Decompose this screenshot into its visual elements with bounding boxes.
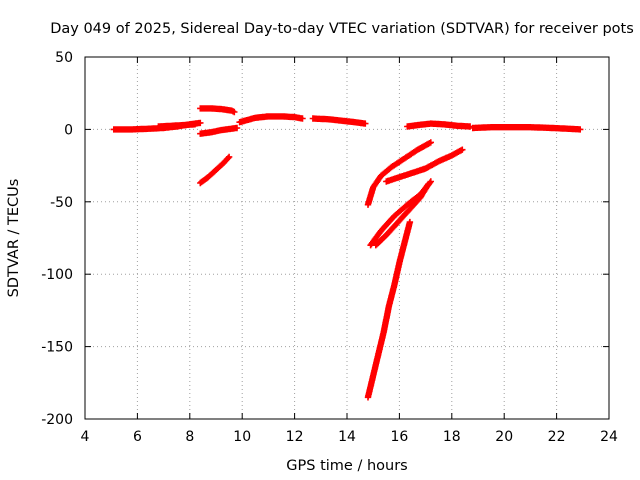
x-tick-label: 20 bbox=[495, 429, 513, 445]
x-tick-label: 12 bbox=[286, 429, 304, 445]
x-tick-label: 22 bbox=[548, 429, 566, 445]
plot-frame bbox=[84, 56, 610, 420]
y-axis-label: SDTVAR / TECUs bbox=[6, 179, 22, 298]
x-tick-label: 4 bbox=[81, 429, 90, 445]
series-arc-12 bbox=[383, 146, 466, 185]
data-point-markers bbox=[155, 121, 199, 130]
x-tick-label: 10 bbox=[233, 429, 251, 445]
series-arc-3 bbox=[197, 105, 238, 116]
x-tick-label: 16 bbox=[390, 429, 408, 445]
data-point-markers bbox=[197, 153, 233, 187]
series-arc-5 bbox=[197, 153, 233, 187]
series-arc-8 bbox=[364, 139, 434, 208]
y-tick-label: -200 bbox=[41, 412, 73, 428]
y-tick-label: -100 bbox=[41, 267, 73, 283]
y-tick-label: -150 bbox=[41, 340, 73, 356]
x-tick-labels: 4 6 8 10 12 14 16 18 20 22 24 bbox=[81, 429, 618, 445]
y-tick-label: 50 bbox=[55, 50, 73, 66]
chart-title: Day 049 of 2025, Sidereal Day-to-day VTE… bbox=[50, 21, 634, 37]
data-point-markers bbox=[372, 181, 432, 249]
series-arc-2 bbox=[155, 121, 199, 130]
data-point-markers bbox=[364, 218, 414, 401]
series-arc-6 bbox=[236, 113, 306, 126]
series-arc-4 bbox=[197, 124, 241, 137]
y-tick-label: 0 bbox=[64, 122, 73, 138]
data-point-markers bbox=[404, 120, 474, 130]
data-point-markers bbox=[197, 124, 241, 137]
y-tick-label: -50 bbox=[50, 195, 73, 211]
series-arc-7 bbox=[309, 115, 369, 127]
data-point-markers bbox=[236, 113, 306, 126]
x-tick-label: 14 bbox=[338, 429, 356, 445]
data-point-markers bbox=[383, 146, 466, 185]
x-axis-label: GPS time / hours bbox=[286, 458, 407, 474]
x-tick-label: 6 bbox=[133, 429, 142, 445]
data-point-markers bbox=[309, 115, 369, 127]
series-arc-10 bbox=[372, 181, 432, 249]
series-arc-11 bbox=[364, 218, 414, 401]
tick-marks bbox=[84, 56, 610, 420]
series-arc-14 bbox=[469, 124, 584, 133]
y-tick-labels: -200 -150 -100 -50 0 50 bbox=[41, 50, 73, 428]
x-tick-label: 24 bbox=[600, 429, 618, 445]
data-marks bbox=[110, 105, 584, 401]
data-point-markers bbox=[197, 105, 238, 116]
x-tick-label: 18 bbox=[443, 429, 461, 445]
x-tick-label: 8 bbox=[185, 429, 194, 445]
data-point-markers bbox=[469, 124, 584, 133]
series-arc-13 bbox=[404, 120, 474, 130]
data-point-markers bbox=[364, 139, 434, 208]
